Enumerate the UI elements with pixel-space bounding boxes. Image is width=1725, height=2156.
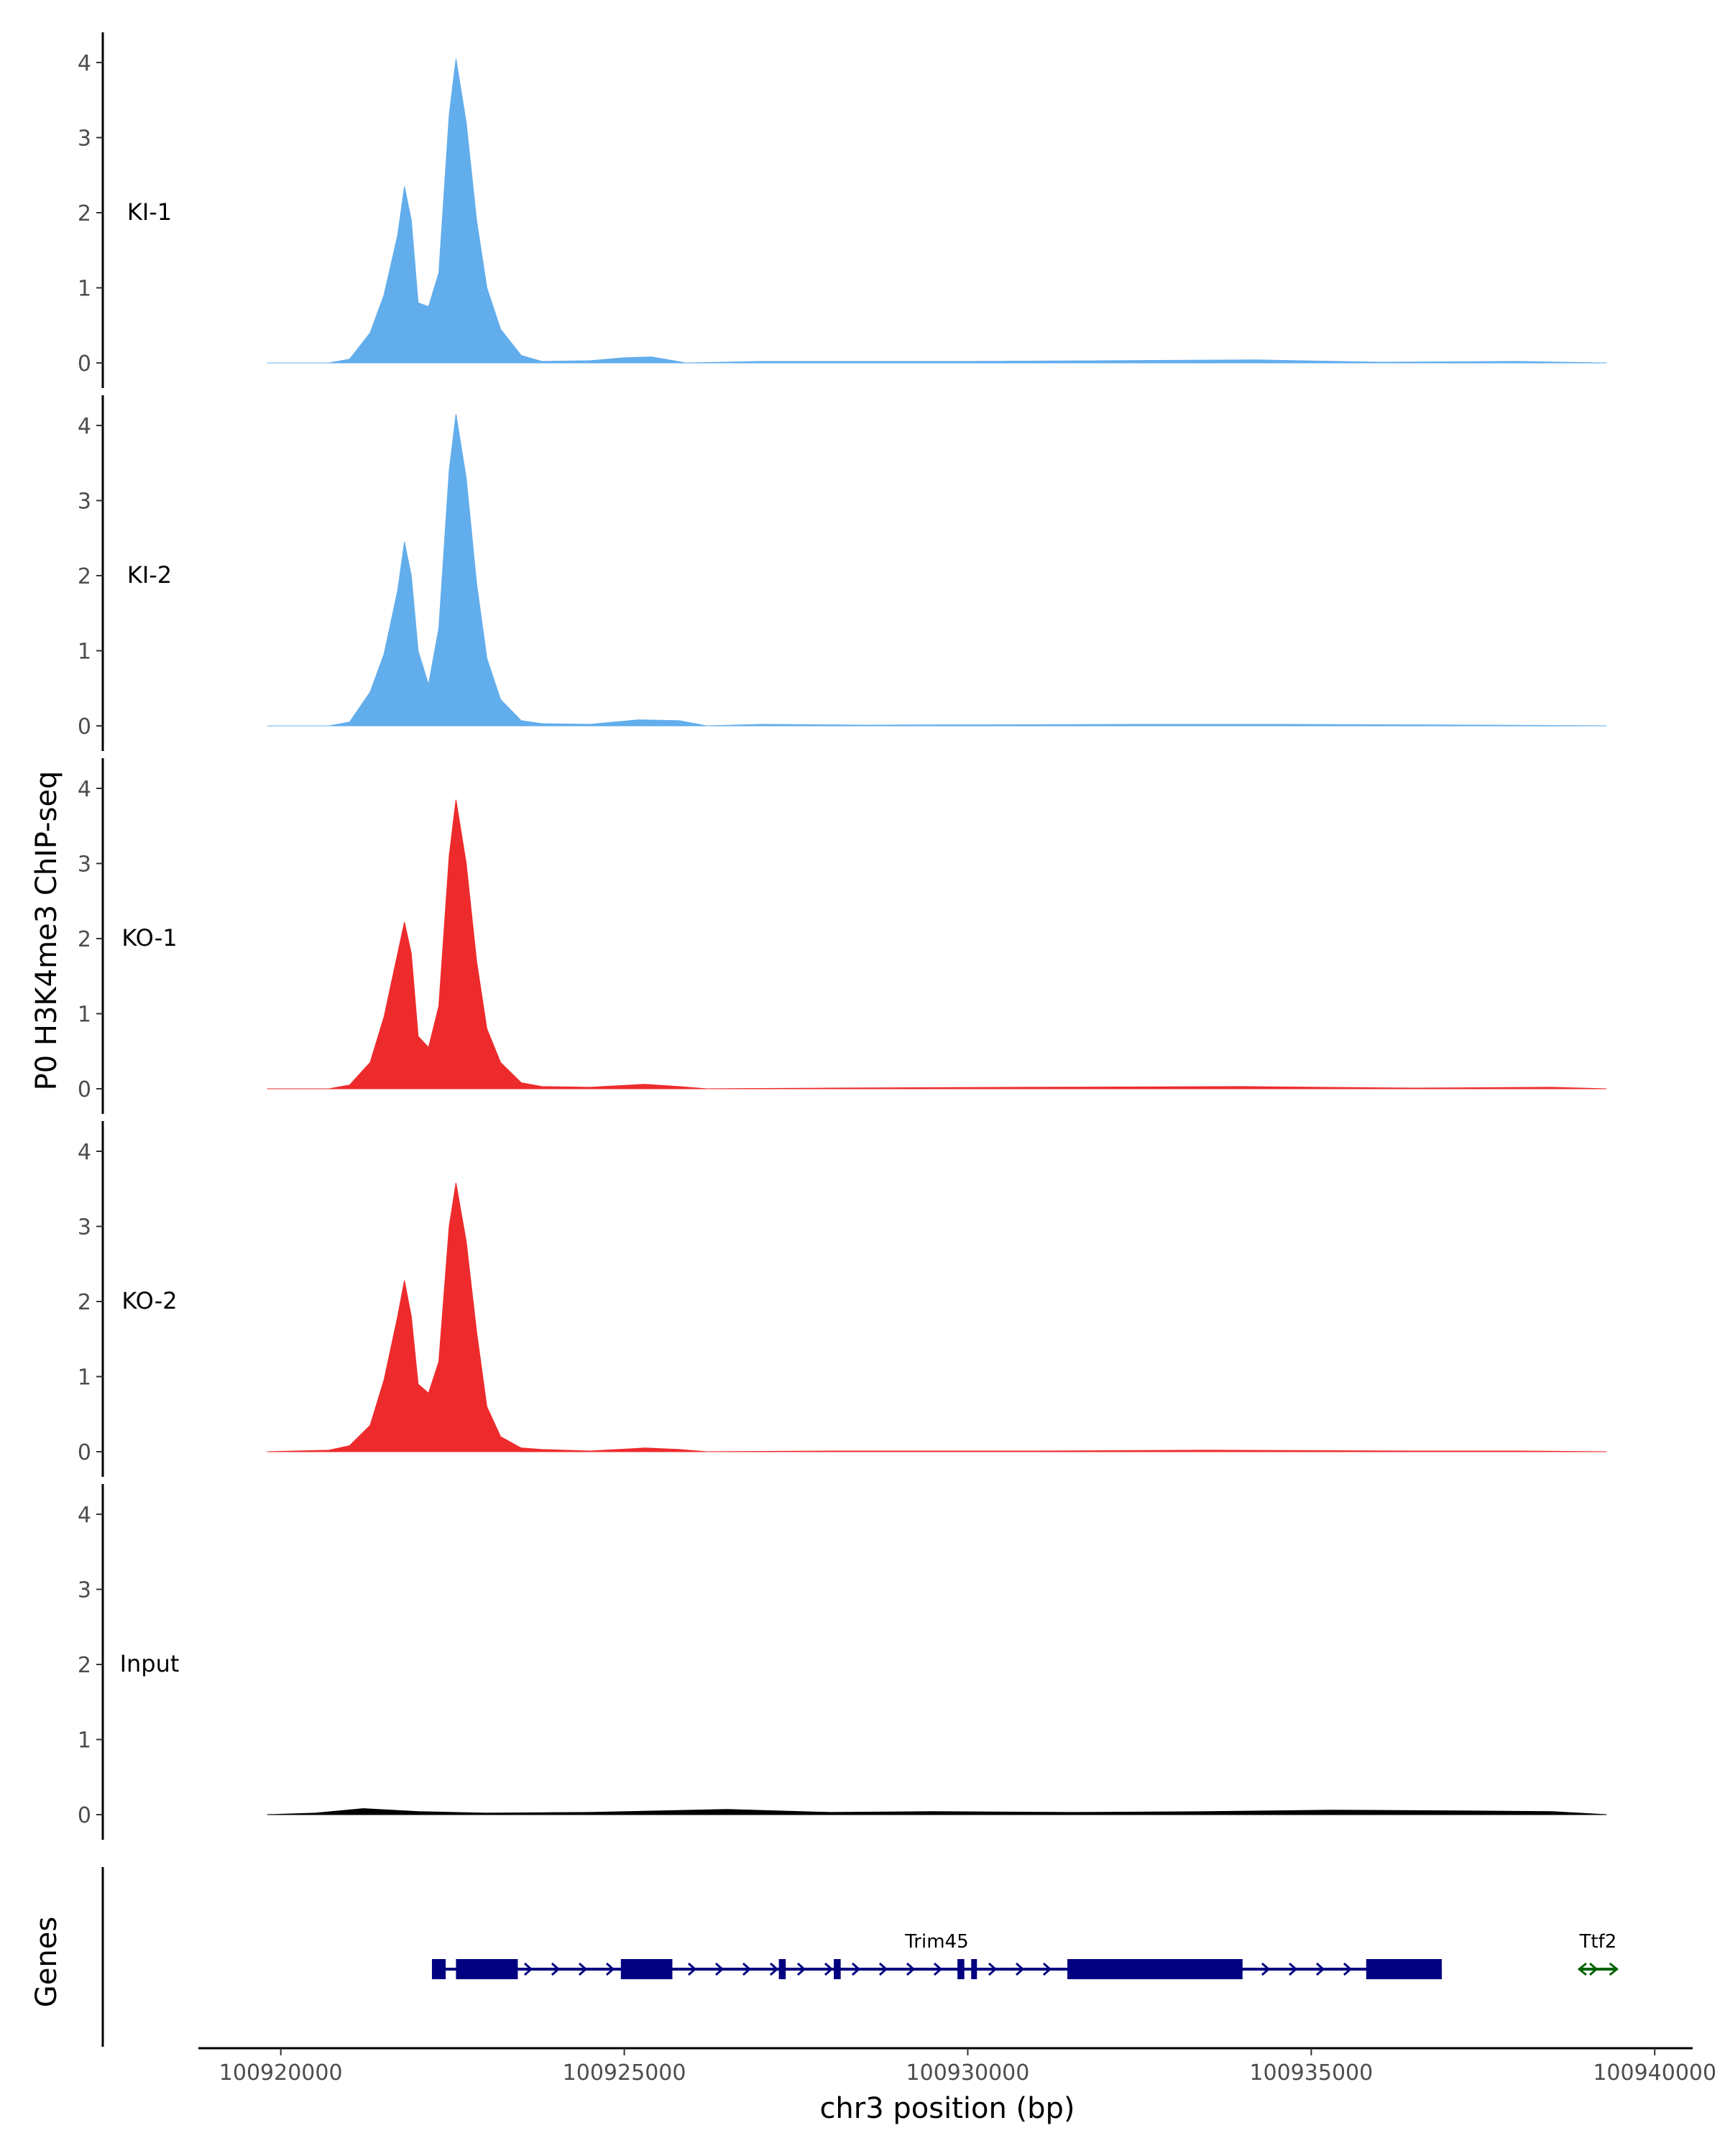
- y-tick-label: 2: [78, 201, 91, 226]
- x-axis: 100920000 100925000 100930000 100935000 1009…: [198, 2047, 1716, 2086]
- y-tick-label: 4: [78, 777, 91, 802]
- gene-exon: [778, 1959, 786, 1979]
- y-tick-label: 3: [78, 489, 91, 515]
- series-area-ko-2: [267, 1182, 1607, 1452]
- gene-exon: [957, 1959, 965, 1979]
- y-tick-label: 1: [78, 1728, 91, 1754]
- x-tick-label: 100930000: [906, 2060, 1030, 2086]
- x-tick-label: 100925000: [563, 2060, 686, 2086]
- x-axis-title: chr3 position (bp): [819, 2092, 1075, 2125]
- track-panel-ki-1: 0 1 2 3 4 KI-1: [78, 32, 1607, 388]
- track-panel-input: 0 1 2 3 4 Input: [78, 1484, 1607, 1840]
- strand-arrow: [578, 1962, 588, 1976]
- y-tick-label: 1: [78, 1003, 91, 1028]
- y-tick-label: 0: [78, 351, 91, 377]
- strand-arrow: [687, 1962, 697, 1976]
- strand-arrow: [796, 1962, 806, 1976]
- track-panel-ko-1: 0 1 2 3 4 KO-1: [78, 758, 1607, 1114]
- y-tick-label: 4: [78, 414, 91, 439]
- y-tick-label: 2: [78, 1653, 91, 1678]
- y-axis-title: P0 H3K4me3 ChIP-seq: [30, 771, 63, 1091]
- y-tick-label: 1: [78, 640, 91, 665]
- y-tick-label: 1: [78, 1365, 91, 1391]
- y-tick-label: 2: [78, 1290, 91, 1315]
- strand-arrow: [824, 1962, 834, 1976]
- strand-arrow: [769, 1962, 779, 1976]
- gene-exon: [1366, 1959, 1442, 1979]
- gene-exon: [456, 1959, 518, 1979]
- track-label-input: Input: [120, 1650, 180, 1677]
- strand-arrow: [1261, 1962, 1271, 1976]
- series-area-ko-1: [267, 799, 1607, 1089]
- strand-arrow: [523, 1962, 533, 1976]
- strand-arrow: [1288, 1962, 1298, 1976]
- y-tick-label: 0: [78, 1803, 91, 1828]
- gene-exon: [620, 1959, 673, 1979]
- gene-label: Trim45: [904, 1931, 968, 1953]
- strand-arrow: [1015, 1962, 1025, 1976]
- track-panel-ki-2: 0 1 2 3 4 KI-2: [78, 395, 1607, 751]
- strand-arrow: [1589, 1962, 1598, 1976]
- strand-arrow: [1609, 1962, 1619, 1976]
- strand-arrow: [1315, 1962, 1325, 1976]
- y-tick-label: 4: [78, 1503, 91, 1528]
- gene-exon: [834, 1959, 841, 1979]
- strand-arrow: [742, 1962, 752, 1976]
- y-tick-label: 4: [78, 1140, 91, 1165]
- strand-arrow: [551, 1962, 561, 1976]
- strand-arrow: [1343, 1962, 1353, 1976]
- series-area-input: [267, 1808, 1607, 1815]
- track-label-ki-1: KI-1: [127, 198, 172, 226]
- gene-label: Ttf2: [1578, 1931, 1616, 1953]
- strand-arrow: [605, 1962, 615, 1976]
- y-tick-label: 1: [78, 277, 91, 302]
- series-area-ki-2: [267, 414, 1607, 727]
- strand-arrow: [906, 1962, 916, 1976]
- y-tick-label: 0: [78, 1440, 91, 1465]
- track-panel-ko-2: 0 1 2 3 4 KO-2: [78, 1121, 1607, 1477]
- y-tick-label: 3: [78, 126, 91, 152]
- x-tick-label: 100935000: [1249, 2060, 1373, 2086]
- track-panels: 0 1 2 3 4 KI-1 0 1 2 3 4 KI-2 0 1 2 3 4 KO-1 0 1 2 3 4 KO-2 0 1 2 3…: [78, 32, 1607, 1840]
- x-tick-label: 100920000: [219, 2060, 343, 2086]
- y-tick-label: 3: [78, 1578, 91, 1603]
- gene-trim45: Trim45: [431, 1931, 1442, 1979]
- y-tick-label: 0: [78, 1077, 91, 1102]
- y-tick-label: 4: [78, 51, 91, 76]
- genes-track: Trim45 Ttf2: [101, 1867, 1619, 2047]
- track-label-ko-2: KO-2: [121, 1287, 177, 1314]
- strand-arrow: [933, 1962, 943, 1976]
- gene-exon: [971, 1959, 978, 1979]
- gene-ttf2: Ttf2: [1577, 1931, 1619, 1976]
- series-area-ki-1: [267, 58, 1607, 364]
- x-tick-label: 100940000: [1593, 2060, 1716, 2086]
- y-tick-label: 2: [78, 564, 91, 589]
- strand-arrow: [1577, 1962, 1588, 1976]
- y-tick-label: 3: [78, 1215, 91, 1240]
- gene-exon: [1067, 1959, 1243, 1979]
- track-label-ki-2: KI-2: [127, 561, 172, 589]
- gene-exon: [431, 1959, 446, 1979]
- strand-arrow: [714, 1962, 724, 1976]
- track-label-ko-1: KO-1: [121, 924, 177, 952]
- strand-arrow: [878, 1962, 888, 1976]
- strand-arrow: [1042, 1962, 1052, 1976]
- y-tick-label: 3: [78, 852, 91, 877]
- genes-axis-title: Genes: [30, 1917, 63, 2007]
- strand-arrow: [988, 1962, 998, 1976]
- strand-arrow: [851, 1962, 861, 1976]
- y-tick-label: 2: [78, 927, 91, 952]
- y-tick-label: 0: [78, 714, 91, 740]
